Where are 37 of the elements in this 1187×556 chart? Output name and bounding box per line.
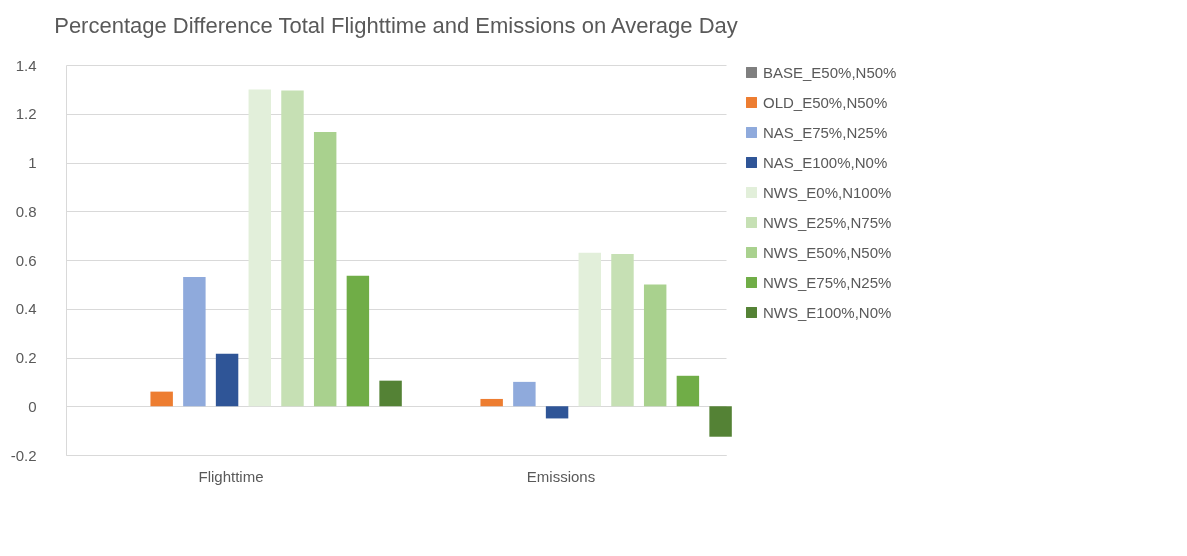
legend-label: NWS_E50%,N50% (763, 243, 892, 261)
bar (281, 90, 304, 407)
bar (215, 353, 239, 407)
chart-title: Percentage Difference Total Flighttime and Emissions on Average Day (54, 13, 738, 38)
bar (545, 406, 569, 419)
legend-label: BASE_E50%,N50% (763, 63, 897, 81)
bar (676, 375, 700, 407)
bar (709, 406, 732, 437)
y-tick-label: 1.2 (15, 105, 37, 123)
y-tick-label: 0.8 (15, 202, 37, 220)
bar (313, 132, 337, 407)
legend-label: NWS_E0%,N100% (763, 183, 892, 201)
legend-label: NWS_E25%,N75% (763, 213, 892, 231)
bar (183, 277, 206, 407)
bar (578, 252, 601, 407)
y-tick-label: 1 (28, 154, 37, 171)
legend-label: OLD_E50%,N50% (763, 93, 888, 111)
bar (643, 284, 667, 407)
bar (150, 391, 173, 407)
x-tick-label: Emissions (526, 467, 596, 485)
y-tick-label: 1.4 (15, 56, 37, 74)
bar (513, 381, 536, 407)
legend-label: NWS_E100%,N0% (763, 303, 892, 321)
y-tick-label: 0 (28, 397, 37, 415)
y-tick-label: 0.2 (15, 349, 37, 366)
bar (379, 380, 402, 407)
bar (346, 275, 370, 407)
bar (248, 89, 271, 407)
y-tick-label: 0.4 (15, 300, 37, 318)
bar (480, 398, 503, 407)
bar (611, 253, 634, 407)
legend-label: NAS_E75%,N25% (763, 123, 888, 141)
legend-label: NWS_E75%,N25% (763, 273, 892, 291)
y-tick-label: 0.6 (15, 251, 37, 269)
y-tick-label: -0.2 (10, 446, 37, 464)
x-tick-label: Flighttime (198, 467, 264, 485)
legend-label: NAS_E100%,N0% (763, 153, 888, 171)
